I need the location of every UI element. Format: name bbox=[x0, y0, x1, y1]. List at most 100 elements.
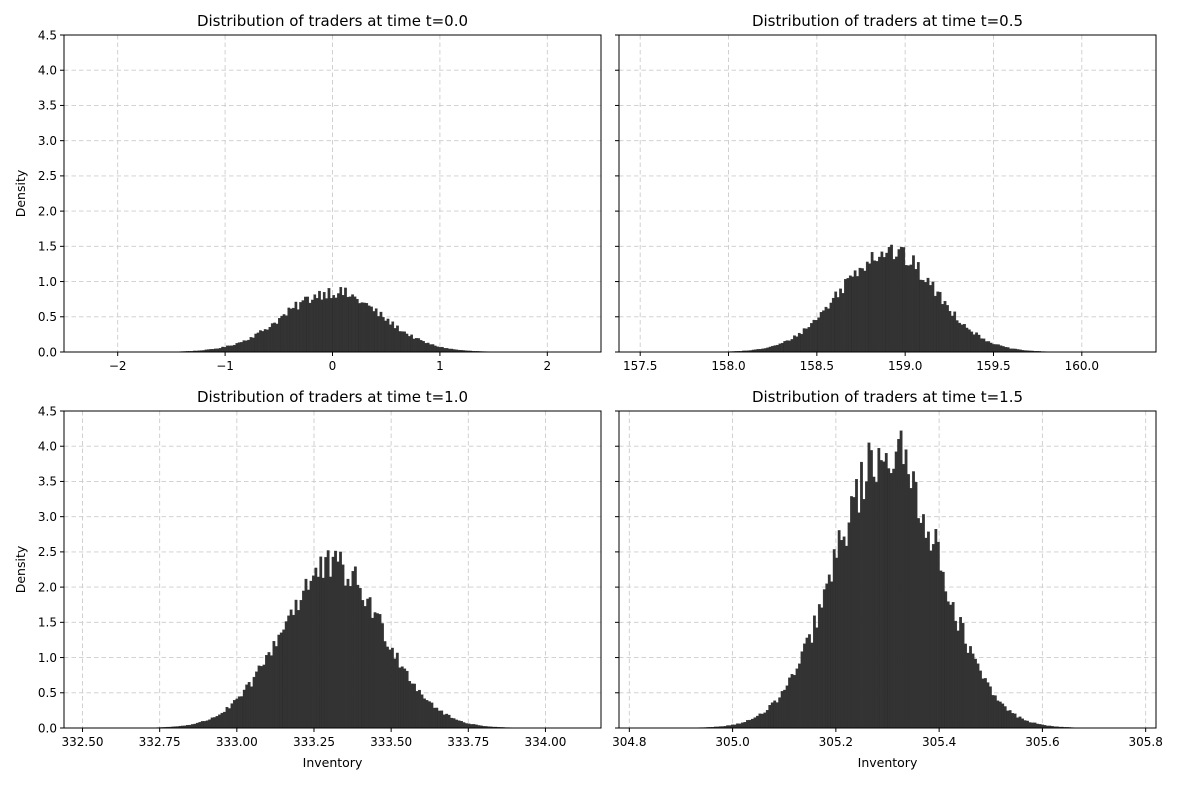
histogram-bar bbox=[961, 622, 965, 729]
histogram-bar bbox=[841, 293, 845, 353]
histogram-bar bbox=[353, 296, 357, 353]
histogram-bar bbox=[228, 345, 232, 353]
histogram-bar bbox=[907, 265, 910, 353]
histogram-bar bbox=[773, 700, 777, 729]
histogram-bar bbox=[929, 550, 933, 729]
histogram-bar bbox=[921, 279, 925, 353]
histogram-bar bbox=[986, 682, 990, 729]
histogram-bar bbox=[887, 246, 891, 353]
x-tick-label: −2 bbox=[109, 359, 127, 373]
histogram-bar bbox=[311, 299, 314, 353]
histogram-bar bbox=[807, 327, 811, 353]
histogram-bar bbox=[232, 700, 236, 729]
histogram-panel-4: 304.8 305.0 305.2 305.4 305.6 305.8 Distributi… bbox=[612, 388, 1163, 770]
histogram-bar bbox=[884, 453, 888, 729]
histogram-bar bbox=[763, 348, 767, 353]
histogram-bar bbox=[977, 334, 981, 353]
histogram-bar bbox=[882, 461, 886, 729]
histogram-bar bbox=[748, 719, 752, 729]
histogram-bar bbox=[205, 720, 209, 729]
histogram-bar bbox=[450, 717, 454, 729]
histogram-bar bbox=[1001, 703, 1005, 729]
histogram-bar bbox=[367, 305, 371, 353]
histogram-bar bbox=[1038, 724, 1042, 729]
histogram-bar bbox=[822, 589, 826, 729]
histogram-bar bbox=[294, 599, 298, 729]
histogram-bar bbox=[465, 723, 468, 729]
histogram-bar bbox=[361, 600, 365, 729]
histogram-bar bbox=[827, 308, 830, 353]
histogram-bar bbox=[336, 561, 340, 729]
histogram-bar bbox=[255, 671, 258, 729]
histogram-bar bbox=[193, 723, 197, 729]
histogram-bar bbox=[1028, 722, 1032, 729]
histogram-bar bbox=[800, 333, 804, 353]
y-tick-label: 2.5 bbox=[38, 545, 57, 559]
histogram-bar bbox=[860, 461, 863, 729]
histogram-bar bbox=[242, 689, 246, 729]
histogram-bar bbox=[381, 623, 384, 729]
histogram-bar bbox=[822, 310, 825, 353]
histogram-bar bbox=[191, 724, 194, 729]
histogram-bar bbox=[974, 658, 977, 729]
histogram-bar bbox=[805, 637, 809, 729]
histogram-bar bbox=[1006, 710, 1010, 729]
histogram-bar bbox=[306, 296, 310, 353]
histogram-bar bbox=[279, 632, 283, 729]
histogram-bar bbox=[1016, 717, 1020, 729]
histogram-bar bbox=[322, 292, 326, 353]
histogram-bar bbox=[349, 586, 352, 729]
histogram-bar bbox=[814, 320, 818, 353]
histogram-bar bbox=[991, 695, 995, 729]
histogram-bar bbox=[339, 287, 343, 353]
histogram-bar bbox=[870, 450, 873, 729]
histogram-bar bbox=[793, 335, 796, 353]
histogram-bar bbox=[914, 269, 918, 353]
histogram-bar bbox=[384, 320, 387, 353]
histogram-bar bbox=[311, 575, 315, 729]
histogram-bar bbox=[341, 564, 345, 729]
histogram-bar bbox=[436, 346, 439, 353]
histogram-bar bbox=[452, 718, 456, 729]
y-tick-label: 1.0 bbox=[38, 275, 57, 289]
histogram-bar bbox=[289, 308, 293, 353]
histogram-bar bbox=[363, 302, 366, 353]
histogram-bar bbox=[758, 713, 762, 729]
histogram-bar bbox=[798, 663, 801, 729]
histogram-bar bbox=[297, 610, 300, 729]
histogram-bars bbox=[694, 430, 1079, 729]
histogram-bar bbox=[797, 332, 801, 353]
histogram-bar bbox=[766, 347, 770, 353]
histogram-bar bbox=[912, 471, 915, 729]
histogram-bar bbox=[827, 574, 831, 729]
histogram-bar bbox=[946, 601, 950, 729]
histogram-bar bbox=[356, 584, 360, 729]
histogram-bar bbox=[381, 317, 385, 353]
histogram-bar bbox=[284, 621, 288, 729]
histogram-bar bbox=[824, 306, 828, 353]
histogram-bar bbox=[934, 529, 938, 729]
histogram-bar bbox=[372, 311, 376, 353]
histogram-bar bbox=[1026, 720, 1029, 729]
histogram-bars bbox=[722, 244, 1051, 353]
histogram-bar bbox=[460, 720, 463, 729]
histogram-bar bbox=[235, 343, 239, 353]
x-tick-label: 1 bbox=[436, 359, 444, 373]
histogram-bar bbox=[936, 541, 940, 729]
histogram-bar bbox=[218, 714, 221, 729]
histogram-bar bbox=[902, 247, 906, 353]
histogram-bar bbox=[198, 722, 202, 729]
histogram-bar bbox=[272, 641, 276, 729]
histogram-bar bbox=[795, 668, 799, 729]
histogram-bar bbox=[763, 712, 767, 729]
histogram-bar bbox=[929, 285, 932, 353]
histogram-bar bbox=[424, 343, 428, 353]
histogram-bar bbox=[200, 721, 204, 729]
histogram-bar bbox=[270, 655, 273, 729]
histogram-bar bbox=[892, 468, 896, 729]
histogram-bar bbox=[415, 691, 419, 729]
histogram-bar bbox=[208, 719, 212, 729]
histogram-bar bbox=[746, 720, 749, 729]
histogram-bar bbox=[862, 499, 866, 729]
histogram-bar bbox=[292, 614, 295, 729]
